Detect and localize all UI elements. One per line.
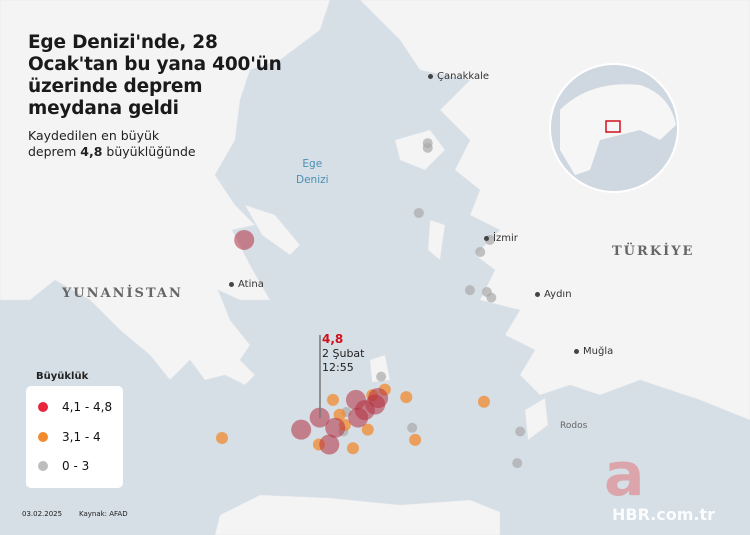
- quake-weak: [464, 285, 475, 296]
- quake-weak: [407, 422, 418, 433]
- place-canakkale: Çanakkale: [428, 71, 489, 82]
- quake-weak: [475, 247, 486, 258]
- quake-medium: [409, 433, 422, 446]
- legend-title: Büyüklük: [36, 371, 89, 382]
- quake-medium: [400, 391, 413, 404]
- place-atina: Atina: [229, 279, 264, 290]
- max-magnitude: 4,8: [80, 144, 103, 159]
- quake-strong: [291, 419, 312, 440]
- legend-item-strong: 4,1 - 4,8: [38, 400, 112, 414]
- subtitle-pre: deprem: [28, 144, 81, 159]
- land-lesbos: [394, 129, 446, 171]
- place-rodos: Rodos: [560, 421, 588, 431]
- quake-medium: [327, 393, 339, 406]
- quake-medium: [477, 395, 490, 408]
- legend-item-medium: 3,1 - 4: [38, 430, 101, 444]
- quake-weak: [486, 292, 497, 303]
- place-izmir: İzmir: [484, 233, 518, 244]
- footer-date: 03.02.2025: [22, 510, 63, 518]
- quake-strong: [368, 388, 389, 409]
- country-yunanistan: YUNANİSTAN: [62, 286, 183, 301]
- max-quake-annotation: 4,8 2 Şubat 12:55: [322, 332, 365, 374]
- place-aydin: Aydın: [535, 289, 572, 300]
- subtitle: Kaydedilen en büyük deprem 4,8 büyüklüğün…: [28, 128, 196, 160]
- quake-weak: [413, 207, 424, 218]
- footer-source: Kaynak: AFAD: [79, 510, 128, 518]
- land-chios: [427, 219, 446, 261]
- quake-weak: [512, 458, 523, 469]
- quake-medium: [333, 408, 346, 421]
- land-crete: [214, 494, 501, 535]
- page-title: Ege Denizi'nde, 28 Ocak'tan bu yana 400'…: [28, 32, 282, 119]
- quake-medium: [346, 442, 359, 455]
- quake-weak: [422, 142, 433, 153]
- land-greece: [0, 0, 331, 386]
- subtitle-post: büyüklüğünde: [102, 144, 196, 159]
- subtitle-line1: Kaydedilen en büyük: [28, 128, 160, 143]
- quake-weak: [376, 371, 387, 382]
- land-euboea: [244, 204, 301, 256]
- quake-strong: [319, 434, 340, 455]
- quake-weak: [515, 426, 526, 437]
- land-rhodes: [524, 397, 549, 441]
- place-mugla: Muğla: [574, 346, 613, 357]
- sea-label: Ege Denizi: [296, 158, 329, 186]
- quake-strong: [325, 417, 346, 438]
- country-turkiye: TÜRKİYE: [612, 244, 695, 259]
- legend-item-weak: 0 - 3: [38, 459, 89, 473]
- legend: 4,1 - 4,8 3,1 - 4 0 - 3: [26, 386, 123, 488]
- quake-strong: [354, 400, 375, 421]
- quake-medium: [216, 432, 228, 445]
- quake-strong: [234, 229, 255, 250]
- quake-medium: [361, 423, 374, 436]
- globe-inset: [549, 63, 679, 193]
- quake-layer: [216, 138, 526, 469]
